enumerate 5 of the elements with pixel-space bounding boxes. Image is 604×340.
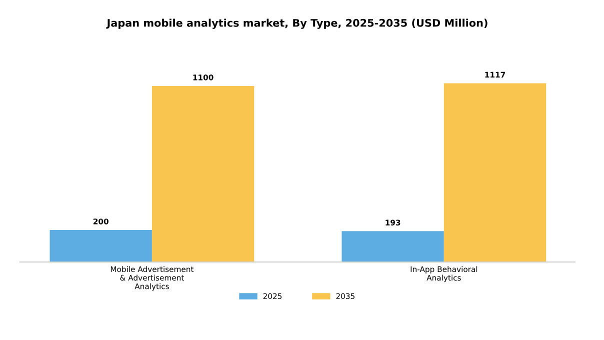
bar [444, 83, 546, 262]
bar [342, 231, 444, 262]
bar [152, 86, 254, 262]
chart-title: Japan mobile analytics market, By Type, 2025-2035 (USD Million) [106, 18, 488, 29]
bar [50, 230, 152, 262]
